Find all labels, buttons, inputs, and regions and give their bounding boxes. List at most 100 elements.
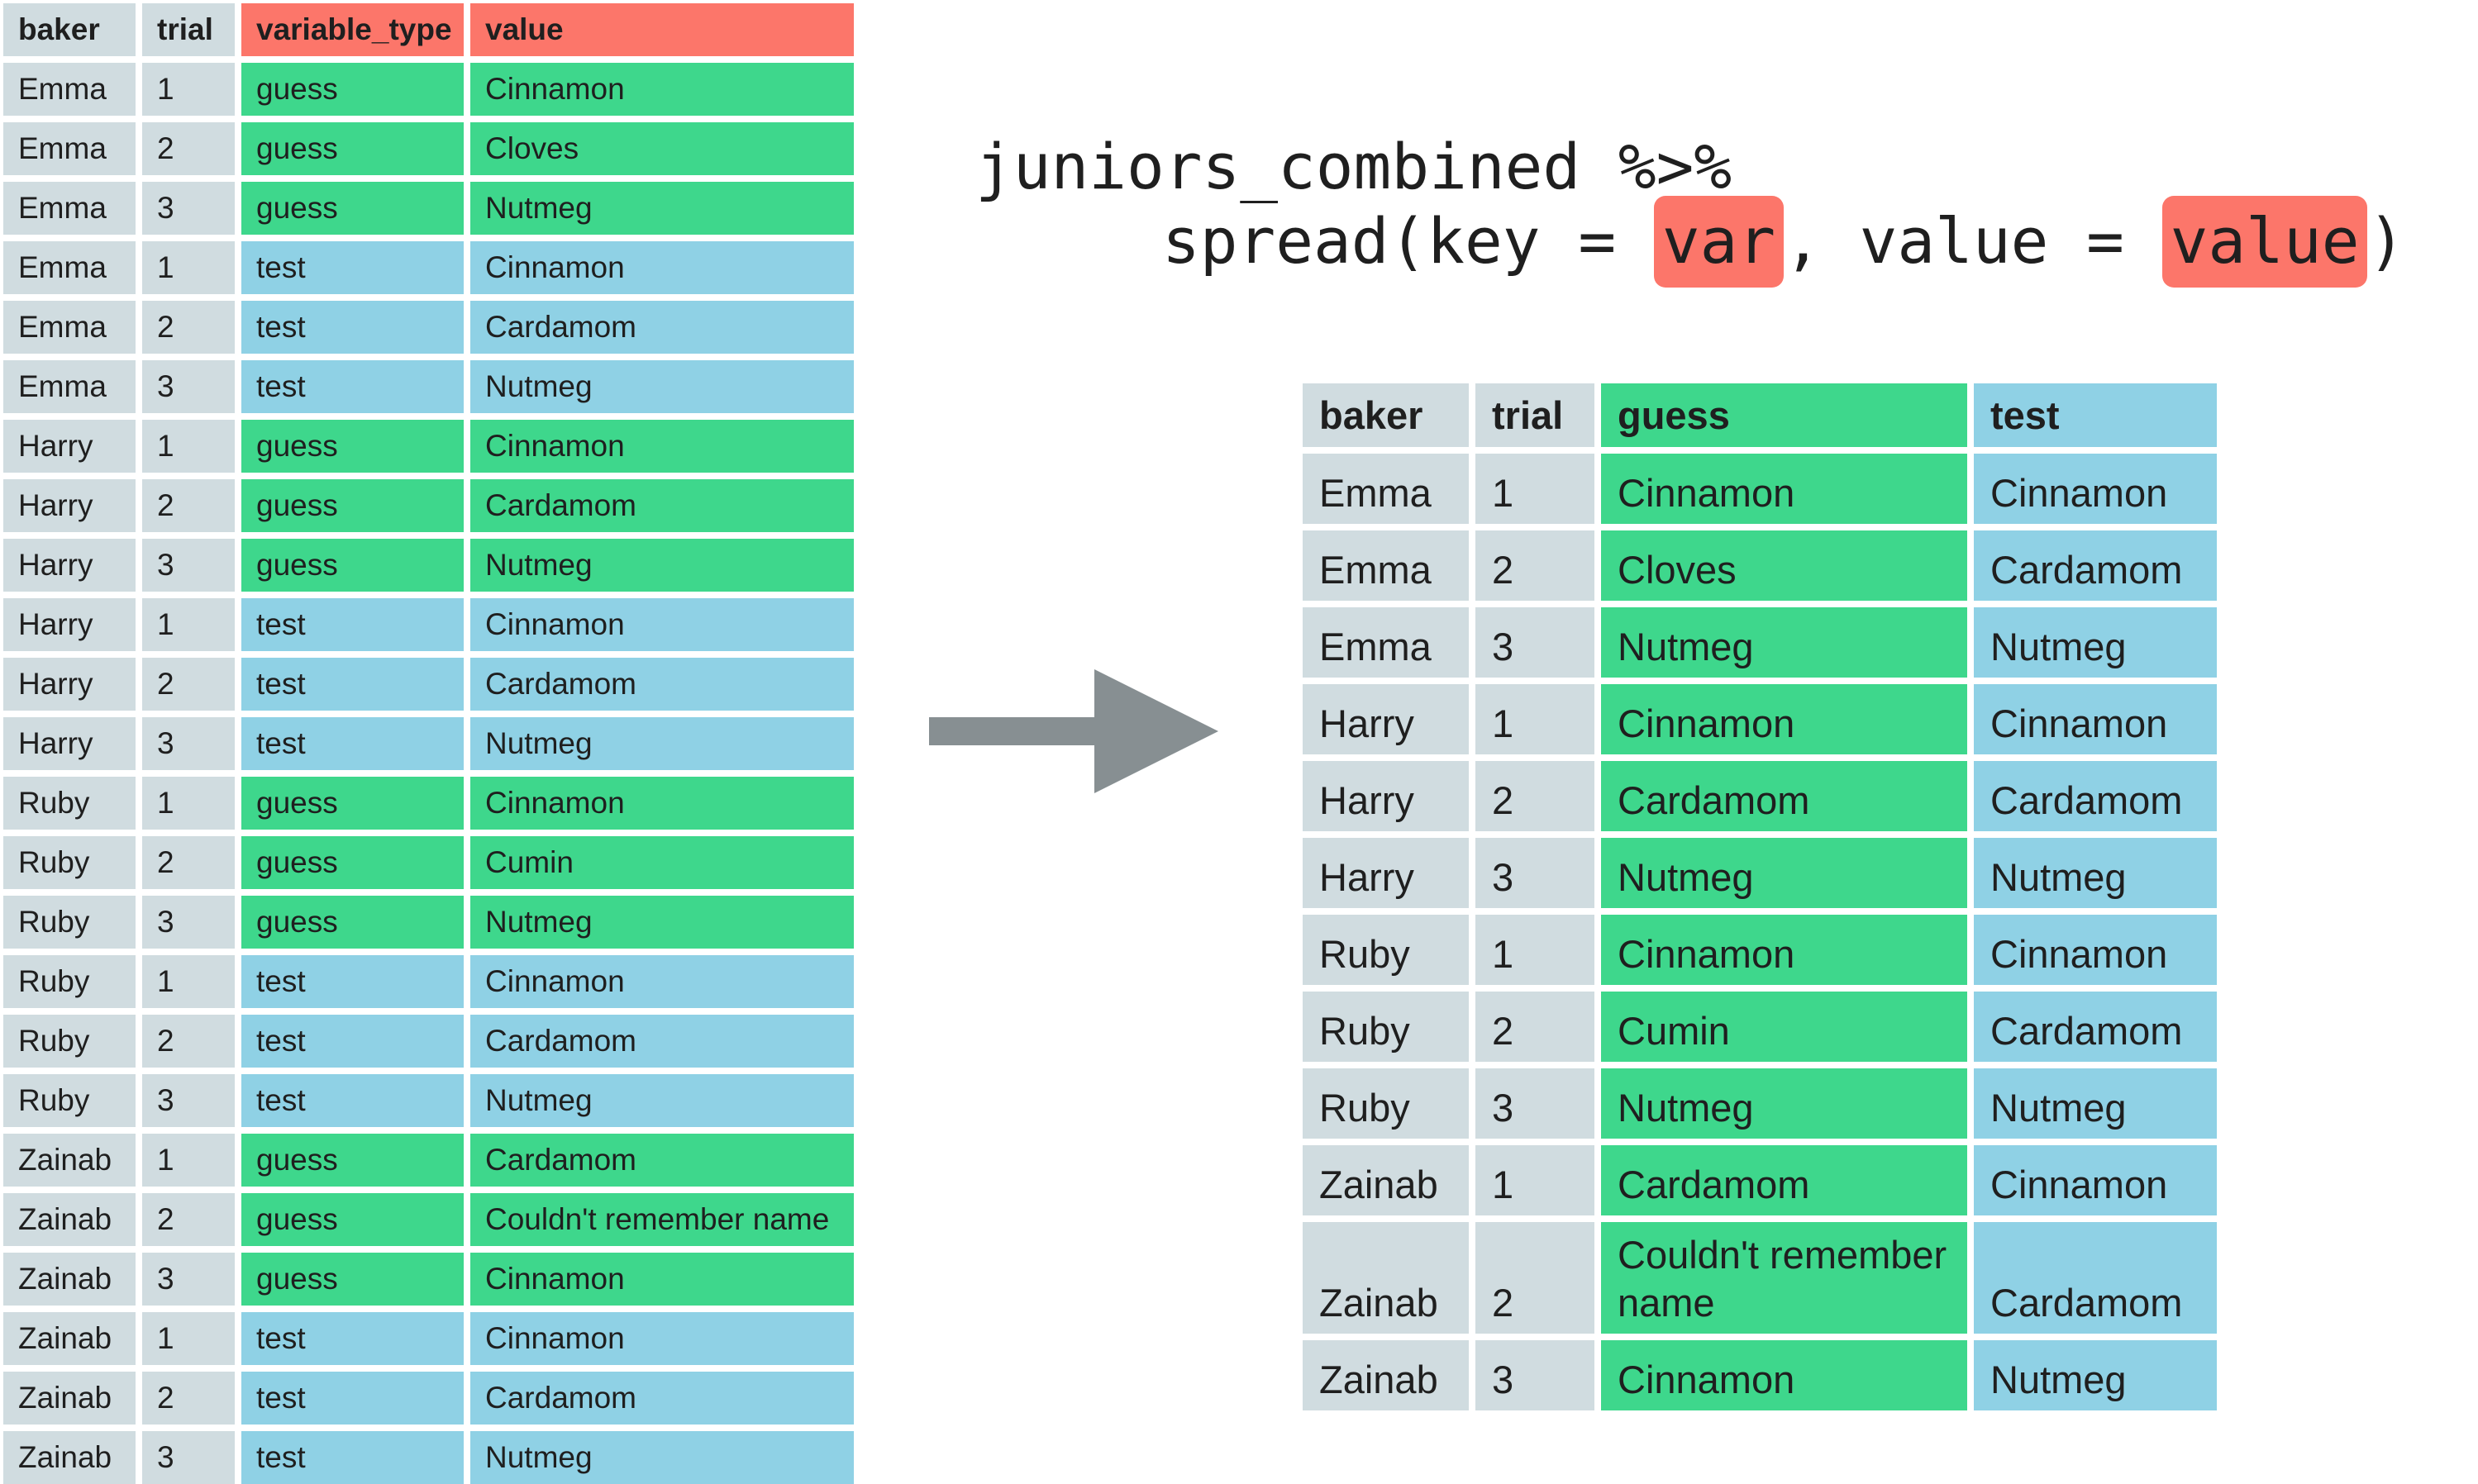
table-cell-value: Cinnamon <box>470 241 854 294</box>
table-cell-trial: 3 <box>1475 1340 1594 1410</box>
table-cell-baker: Harry <box>3 658 136 711</box>
table-cell-variable-type: guess <box>241 1253 464 1306</box>
arrow-head <box>929 669 1218 793</box>
table-cell-test: Cardamom <box>1974 761 2217 831</box>
table-cell-baker: Ruby <box>3 777 136 830</box>
header-guess: guess <box>1601 383 1967 447</box>
table-cell-baker: Ruby <box>1303 915 1469 985</box>
table-cell-baker: Emma <box>3 301 136 354</box>
table-cell-baker: Emma <box>1303 454 1469 524</box>
table-cell-baker: Harry <box>3 479 136 532</box>
table-cell-trial: 2 <box>142 479 235 532</box>
table-cell-test: Cardamom <box>1974 992 2217 1062</box>
table-cell-trial: 3 <box>142 1074 235 1127</box>
table-cell-value: Cinnamon <box>470 598 854 651</box>
table-cell-variable-type: test <box>241 1372 464 1425</box>
table-cell-variable-type: guess <box>241 122 464 175</box>
table-cell-trial: 3 <box>142 1253 235 1306</box>
table-cell-baker: Harry <box>1303 838 1469 908</box>
table-cell-baker: Zainab <box>1303 1222 1469 1334</box>
table-cell-trial: 2 <box>142 1372 235 1425</box>
table-cell-test: Cinnamon <box>1974 1145 2217 1215</box>
header-test: test <box>1974 383 2217 447</box>
table-cell-baker: Ruby <box>3 836 136 889</box>
header-trial: trial <box>142 3 235 56</box>
table-cell-value: Cardamom <box>470 1372 854 1425</box>
table-cell-baker: Ruby <box>3 1015 136 1068</box>
table-cell-baker: Zainab <box>3 1431 136 1484</box>
table-cell-trial: 2 <box>142 301 235 354</box>
table-cell-trial: 1 <box>142 241 235 294</box>
table-cell-baker: Zainab <box>1303 1340 1469 1410</box>
table-cell-baker: Zainab <box>3 1193 136 1246</box>
code-text: juniors_combined %>% <box>975 130 1732 203</box>
table-cell-trial: 1 <box>1475 1145 1594 1215</box>
table-cell-variable-type: guess <box>241 539 464 592</box>
table-cell-baker: Emma <box>3 182 136 235</box>
table-cell-value: Cinnamon <box>470 955 854 1008</box>
table-cell-guess: Cloves <box>1601 530 1967 601</box>
header-variable-type: variable_type <box>241 3 464 56</box>
table-cell-variable-type: guess <box>241 896 464 949</box>
table-cell-baker: Harry <box>3 539 136 592</box>
table-cell-trial: 2 <box>142 1193 235 1246</box>
table-cell-baker: Harry <box>3 598 136 651</box>
table-cell-guess: Cinnamon <box>1601 684 1967 754</box>
table-cell-value: Cardamom <box>470 1134 854 1187</box>
table-cell-baker: Zainab <box>3 1134 136 1187</box>
table-cell-variable-type: guess <box>241 420 464 473</box>
table-cell-value: Cloves <box>470 122 854 175</box>
table-cell-guess: Couldn't remember name <box>1601 1222 1967 1334</box>
table-cell-baker: Emma <box>3 360 136 413</box>
table-cell-test: Cardamom <box>1974 1222 2217 1334</box>
table-cell-baker: Harry <box>1303 684 1469 754</box>
table-cell-value: Cinnamon <box>470 420 854 473</box>
arrow-shape <box>929 669 1218 793</box>
table-cell-variable-type: test <box>241 598 464 651</box>
table-cell-variable-type: test <box>241 1074 464 1127</box>
table-cell-trial: 1 <box>1475 684 1594 754</box>
table-cell-value: Cardamom <box>470 1015 854 1068</box>
table-cell-value: Cinnamon <box>470 1253 854 1306</box>
table-cell-guess: Cinnamon <box>1601 454 1967 524</box>
table-cell-trial: 2 <box>142 836 235 889</box>
code-line-spread: spread(key = var, value = value) <box>1162 196 2405 288</box>
long-table: baker trial variable_type value Emma 1 guess Ci… <box>3 3 854 1484</box>
table-cell-guess: Nutmeg <box>1601 1068 1967 1139</box>
key-argument-highlight: var <box>1653 196 1785 288</box>
table-cell-variable-type: guess <box>241 836 464 889</box>
table-cell-baker: Ruby <box>1303 1068 1469 1139</box>
table-cell-baker: Zainab <box>1303 1145 1469 1215</box>
table-cell-baker: Harry <box>3 717 136 770</box>
table-cell-variable-type: test <box>241 1015 464 1068</box>
table-cell-value: Cardamom <box>470 301 854 354</box>
code-text: ) <box>2367 204 2406 278</box>
table-cell-variable-type: test <box>241 241 464 294</box>
table-cell-value: Cumin <box>470 836 854 889</box>
table-cell-value: Nutmeg <box>470 717 854 770</box>
table-cell-trial: 3 <box>142 539 235 592</box>
table-cell-baker: Harry <box>1303 761 1469 831</box>
table-cell-baker: Emma <box>3 122 136 175</box>
table-cell-trial: 1 <box>142 955 235 1008</box>
table-cell-test: Nutmeg <box>1974 1068 2217 1139</box>
table-cell-trial: 2 <box>142 658 235 711</box>
table-cell-variable-type: guess <box>241 182 464 235</box>
table-cell-trial: 1 <box>142 63 235 116</box>
table-cell-test: Cinnamon <box>1974 684 2217 754</box>
table-cell-baker: Ruby <box>3 896 136 949</box>
table-cell-baker: Emma <box>1303 607 1469 678</box>
table-cell-variable-type: test <box>241 301 464 354</box>
table-cell-variable-type: guess <box>241 479 464 532</box>
table-cell-guess: Cumin <box>1601 992 1967 1062</box>
table-cell-guess: Cardamom <box>1601 1145 1967 1215</box>
table-cell-guess: Cinnamon <box>1601 915 1967 985</box>
code-text: , value = <box>1784 204 2162 278</box>
table-cell-trial: 2 <box>1475 530 1594 601</box>
table-cell-trial: 1 <box>1475 454 1594 524</box>
table-cell-baker: Emma <box>3 63 136 116</box>
table-cell-test: Nutmeg <box>1974 607 2217 678</box>
table-cell-trial: 3 <box>1475 1068 1594 1139</box>
table-cell-trial: 2 <box>142 1015 235 1068</box>
header-trial: trial <box>1475 383 1594 447</box>
